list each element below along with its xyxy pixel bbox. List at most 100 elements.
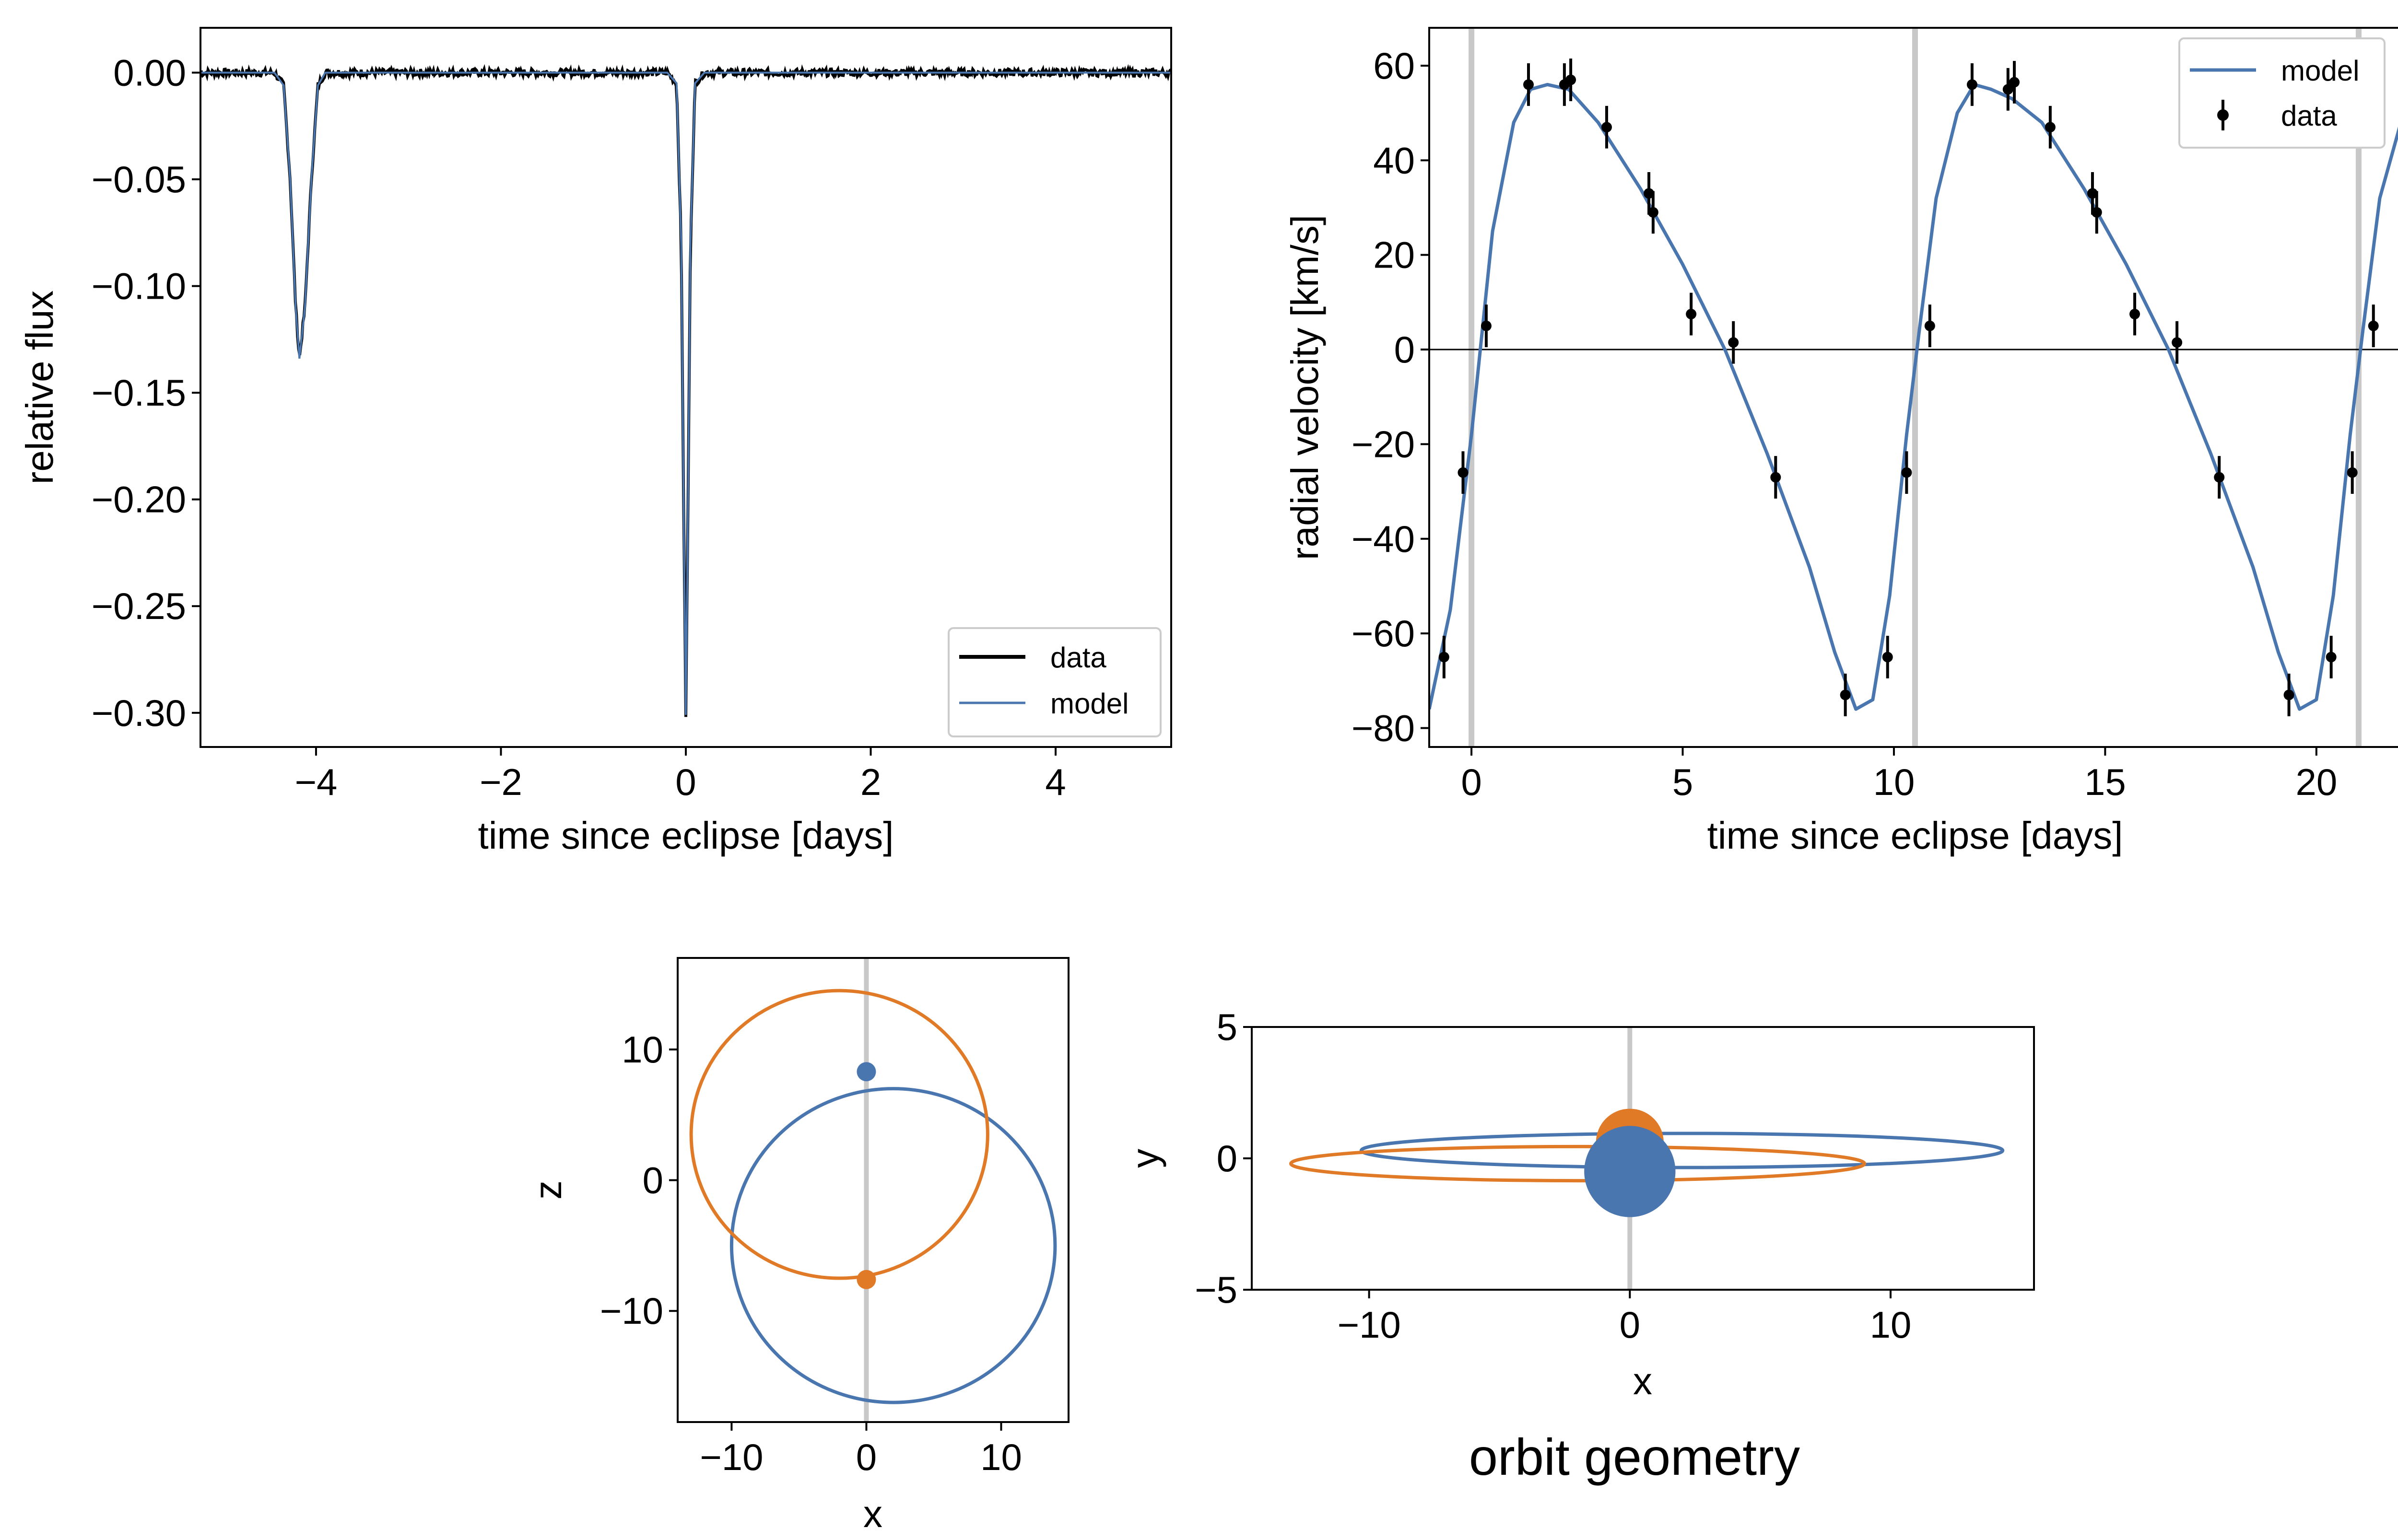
radial-velocity-y-tick-label: −80 (1352, 707, 1415, 749)
radial-velocity-data-point (2087, 188, 2098, 199)
radial-velocity-data-point (2283, 689, 2294, 700)
orbit-xz-orbit-secondary (689, 989, 989, 1280)
radial-velocity-data-point (1770, 472, 1781, 483)
radial-velocity-data-point (1728, 337, 1739, 348)
radial-velocity-data-point (1686, 309, 1697, 320)
orbit-xz-axes-frame (677, 957, 1070, 1423)
lightcurve-legend: data model (948, 627, 1162, 737)
radial-velocity-legend-box (2178, 37, 2386, 149)
radial-velocity-x-tick-label: 15 (2084, 761, 2126, 803)
radial-velocity-data-point (1882, 652, 1893, 663)
lightcurve-model-line (200, 71, 1171, 715)
radial-velocity-data-point (1644, 188, 1655, 199)
radial-velocity-y-axis-label: radial velocity [km/s] (1283, 215, 1326, 560)
radial-velocity-y-tick-label: 60 (1373, 45, 1415, 87)
radial-velocity-data-point (2368, 320, 2379, 331)
radial-velocity-data-point (2214, 472, 2225, 483)
lightcurve-x-tick-label: 4 (1045, 761, 1066, 803)
lightcurve-legend-data-label: data (1050, 642, 1106, 674)
lightcurve-y-tick-label: −0.05 (92, 158, 186, 200)
radial-velocity-y-tick-label: −60 (1352, 612, 1415, 654)
radial-velocity-panel: 0 5 10 15 20 60 40 20 0 −20 −40 −60 −80 model data t… (1283, 27, 2398, 857)
radial-velocity-data-point (2347, 467, 2358, 478)
orbit-xy-x-axis-label: x (1633, 1360, 1652, 1402)
radial-velocity-y-tick-label: −20 (1352, 423, 1415, 465)
radial-velocity-data-point (1438, 652, 1449, 663)
orbit-xy-orbit-secondary (1289, 1144, 1867, 1183)
radial-velocity-data-point (2129, 309, 2140, 320)
lightcurve-x-tick-label: −2 (480, 761, 522, 803)
radial-velocity-model-line (1429, 82, 2398, 711)
orbit-xz-y-axis-label: z (527, 1180, 569, 1200)
orbit-xy-y-tick-label: 0 (1217, 1137, 1237, 1179)
orbit-xy-plot-area: −10 0 10 5 0 −5 (1195, 1006, 2005, 1346)
lightcurve-y-tick-label: −0.20 (92, 478, 186, 521)
lightcurve-axes-frame (200, 27, 1172, 748)
orbit-xy-y-axis-label: y (1124, 1149, 1166, 1168)
radial-velocity-data-point (1523, 79, 1534, 90)
orbit-xz-y-tick-label: −10 (600, 1290, 663, 1332)
lightcurve-y-tick-label: 0.00 (113, 51, 186, 93)
lightcurve-x-axis-label: time since eclipse [days] (478, 814, 893, 857)
radial-velocity-x-axis-label: time since eclipse [days] (1707, 814, 2123, 857)
radial-velocity-axes-frame (1428, 27, 2398, 748)
radial-velocity-data-point (2326, 652, 2337, 663)
radial-velocity-data-point (1601, 122, 1612, 133)
orbit-xz-x-tick-label: −10 (700, 1436, 763, 1478)
orbit-xz-y-tick-label: 0 (643, 1159, 663, 1202)
figure-caption: orbit geometry (1469, 1428, 1800, 1486)
orbit-xz-body-primary (857, 1062, 876, 1082)
lightcurve-panel: −4 −2 0 2 4 0.00 −0.05 −0.10 −0.15 −0.20 −0.25 −0.3… (18, 27, 1172, 857)
lightcurve-y-axis-label: relative flux (18, 291, 61, 485)
orbit-xy-panel: −10 0 10 5 0 −5 x y (1124, 1006, 2035, 1402)
orbit-xz-x-tick-label: 0 (856, 1436, 877, 1478)
radial-velocity-data-point (2002, 84, 2013, 95)
radial-velocity-legend: model data (2178, 37, 2386, 149)
radial-velocity-data-point (1924, 320, 1935, 331)
radial-velocity-data-point (2091, 207, 2102, 218)
radial-velocity-data-point (1840, 689, 1851, 700)
lightcurve-y-tick-label: −0.15 (92, 372, 186, 414)
lightcurve-plot-area: −4 −2 0 2 4 0.00 −0.05 −0.10 −0.15 −0.20 −0.25 −0.3… (92, 51, 1171, 803)
radial-velocity-x-tick-label: 5 (1672, 761, 1693, 803)
lightcurve-legend-model-label: model (1050, 688, 1128, 720)
radial-velocity-data-point (2172, 337, 2183, 348)
lightcurve-y-tick-label: −0.30 (92, 692, 186, 734)
radial-velocity-legend-model-label: model (2281, 55, 2359, 87)
radial-velocity-data-point (1901, 467, 1912, 478)
lightcurve-data-line (200, 64, 1171, 717)
orbit-xz-panel: −10 0 10 10 0 −10 x z (527, 957, 1070, 1535)
orbit-xy-y-tick-label: 5 (1217, 1006, 1237, 1048)
radial-velocity-x-tick-label: 10 (1873, 761, 1915, 803)
lightcurve-x-tick-label: −4 (294, 761, 337, 803)
orbit-xz-body-secondary (857, 1270, 876, 1289)
orbit-xz-orbit-primary (729, 1087, 1057, 1404)
radial-velocity-data-point (1458, 467, 1469, 478)
lightcurve-x-tick-label: 2 (860, 761, 881, 803)
orbit-xy-body-primary (1584, 1126, 1676, 1217)
radial-velocity-data-point (1647, 207, 1658, 218)
orbit-xy-x-tick-label: −10 (1337, 1304, 1400, 1346)
radial-velocity-x-tick-label: 20 (2295, 761, 2337, 803)
radial-velocity-y-tick-label: 0 (1394, 328, 1415, 371)
radial-velocity-data-point (1966, 79, 1977, 90)
lightcurve-y-tick-label: −0.10 (92, 265, 186, 307)
orbit-xz-x-tick-label: 10 (980, 1436, 1022, 1478)
orbit-xy-y-tick-label: −5 (1195, 1269, 1237, 1311)
radial-velocity-data-point (1565, 74, 1576, 85)
radial-velocity-data-point (1481, 320, 1492, 331)
radial-velocity-y-tick-label: −40 (1352, 518, 1415, 560)
lightcurve-x-tick-label: 0 (675, 761, 696, 803)
lightcurve-y-tick-label: −0.25 (92, 585, 186, 627)
orbit-xy-orbit-primary (1359, 1132, 2005, 1169)
orbit-xy-x-tick-label: 10 (1870, 1304, 1912, 1346)
orbit-xz-x-axis-label: x (863, 1493, 882, 1535)
radial-velocity-plot-area: 0 5 10 15 20 60 40 20 0 −20 −40 −60 −80 (1352, 28, 2398, 803)
orbit-xz-y-tick-label: 10 (622, 1028, 663, 1071)
radial-velocity-data-point (2009, 77, 2020, 88)
orbit-xy-x-tick-label: 0 (1620, 1304, 1640, 1346)
orbit-xz-plot-area: −10 0 10 10 0 −10 (600, 958, 1057, 1478)
radial-velocity-legend-data-marker (2217, 109, 2229, 121)
radial-velocity-y-tick-label: 20 (1373, 234, 1415, 276)
